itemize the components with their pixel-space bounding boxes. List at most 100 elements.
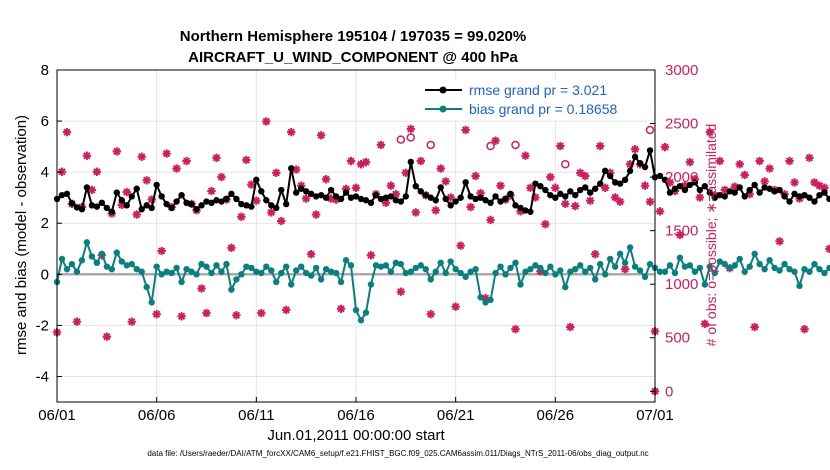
- asterisk-stroke: [755, 157, 764, 165]
- bias-point: [193, 271, 200, 278]
- bias-point: [263, 263, 270, 270]
- bias-point: [268, 267, 275, 274]
- y-axis-label-right: # of obs: o=possible; ∗=assimilated: [703, 124, 719, 347]
- asterisk-stroke: [581, 172, 589, 180]
- rmse-point: [68, 200, 76, 207]
- x-tick-label: 06/01: [38, 407, 76, 424]
- footer-data-file: data file: /Users/raeder/DAI/ATM_forcXX/…: [147, 449, 648, 458]
- bias-point: [711, 269, 718, 277]
- bias-point: [811, 260, 818, 268]
- assimilated-obs-marker: [207, 186, 216, 196]
- bias-point: [258, 269, 265, 277]
- rmse-point: [786, 198, 793, 205]
- assimilated-obs-marker: [92, 167, 102, 176]
- rmse-point: [447, 202, 454, 209]
- asterisk-stroke: [676, 231, 684, 239]
- rmse-point: [771, 188, 778, 195]
- bias-point: [327, 268, 335, 275]
- x-tick-label: 06/11: [238, 407, 274, 424]
- possible-obs-marker: [645, 125, 655, 135]
- asterisk-stroke: [407, 125, 415, 133]
- x-tick-label: 06/16: [337, 407, 375, 424]
- possible-obs-markers: [396, 125, 655, 169]
- asterisk-stroke: [476, 189, 485, 197]
- asterisk-stroke: [317, 131, 325, 140]
- asterisk-stroke: [765, 164, 774, 173]
- assimilated-obs-marker: [436, 164, 445, 173]
- asterisk-stroke: [461, 126, 470, 134]
- asterisk-stroke: [526, 184, 535, 192]
- rmse-point: [721, 193, 728, 200]
- bias-point: [332, 269, 340, 277]
- assimilated-obs-marker: [282, 305, 291, 315]
- bias-point: [183, 266, 190, 273]
- asterisk-stroke: [800, 325, 809, 333]
- asterisk-stroke: [596, 142, 604, 150]
- asterisk-stroke: [212, 154, 221, 162]
- bias-point: [233, 276, 240, 283]
- assimilated-obs-marker: [142, 176, 151, 185]
- rmse-point: [288, 165, 295, 172]
- asterisk-stroke: [451, 303, 460, 311]
- bias-point: [522, 268, 529, 275]
- assimilated-obs-marker: [172, 164, 181, 173]
- asterisk-stroke: [232, 311, 241, 319]
- rmse-point: [123, 202, 130, 209]
- assimilated-obs-marker: [202, 308, 211, 318]
- assimilated-obs-marker: [640, 181, 650, 190]
- rmse-point: [128, 193, 135, 200]
- rmse-point: [631, 153, 639, 161]
- assimilated-obs-marker: [242, 155, 251, 165]
- asterisk-stroke: [631, 145, 639, 153]
- asterisk-stroke: [736, 160, 744, 168]
- asterisk-stroke: [103, 332, 111, 341]
- assimilated-obs-marker: [586, 196, 595, 205]
- legend-rmse-marker: [439, 86, 447, 94]
- rmse-point: [417, 188, 424, 195]
- assimilated-obs-marker: [87, 185, 97, 195]
- assimilated-obs-marker: [471, 171, 480, 181]
- bias-point: [402, 269, 410, 277]
- rmse-point: [397, 198, 405, 205]
- rmse-point: [776, 186, 783, 194]
- rmse-point: [452, 198, 459, 205]
- asterisk-stroke: [88, 186, 96, 194]
- left-tick-label: 8: [41, 62, 49, 79]
- right-tick-label: 0: [665, 383, 673, 400]
- rmse-point: [327, 186, 335, 194]
- asterisk-stroke: [820, 184, 829, 192]
- asterisk-stroke: [113, 147, 121, 156]
- bias-point: [736, 255, 743, 263]
- bias-point: [806, 268, 813, 275]
- bias-point: [611, 263, 619, 270]
- rmse-point: [372, 191, 380, 199]
- assimilated-obs-marker: [301, 194, 311, 203]
- rmse-point: [342, 189, 350, 196]
- bias-point: [88, 253, 96, 260]
- bias-point: [796, 282, 803, 289]
- asterisk-stroke: [716, 157, 724, 165]
- right-tick-label: 1500: [665, 223, 698, 240]
- bias-point: [427, 276, 434, 283]
- bias-point: [153, 263, 160, 270]
- asterisk-stroke: [815, 181, 824, 190]
- bias-point: [293, 267, 300, 274]
- bias-point: [273, 278, 280, 286]
- asterisk-stroke: [785, 157, 794, 165]
- legend-bias-label: bias grand pr = 0.18658: [469, 101, 617, 117]
- legend: rmse grand pr = 3.021 bias grand pr = 0.…: [419, 79, 646, 121]
- asterisk-stroke: [566, 323, 574, 331]
- asterisk-stroke: [397, 288, 405, 296]
- rmse-point: [572, 191, 579, 199]
- rmse-point: [537, 183, 544, 190]
- asterisk-stroke: [312, 210, 320, 219]
- rmse-point: [188, 200, 195, 208]
- assimilated-obs-marker: [735, 160, 744, 169]
- assimilated-obs-marker: [197, 284, 206, 293]
- assimilated-obs-marker: [287, 127, 296, 137]
- bias-point: [492, 269, 499, 277]
- rmse-point: [442, 195, 449, 203]
- bias-point: [382, 262, 390, 269]
- assimilated-obs-marker: [695, 193, 705, 202]
- bias-point: [168, 269, 175, 277]
